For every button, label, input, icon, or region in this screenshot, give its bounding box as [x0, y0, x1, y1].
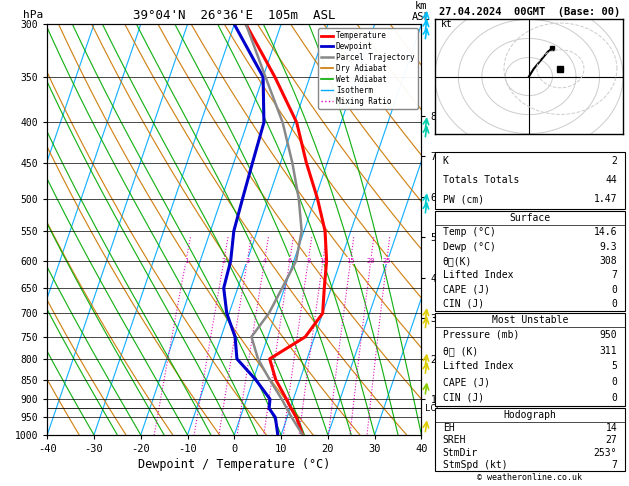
Text: 950: 950 — [599, 330, 617, 340]
Text: 0: 0 — [611, 377, 617, 387]
Text: 15: 15 — [347, 258, 355, 264]
Text: LCL: LCL — [425, 404, 442, 413]
Text: Lifted Index: Lifted Index — [443, 362, 513, 371]
Text: 25: 25 — [382, 258, 391, 264]
Text: 2: 2 — [611, 156, 617, 166]
Text: km
ASL: km ASL — [412, 1, 431, 22]
Text: Pressure (mb): Pressure (mb) — [443, 330, 519, 340]
Text: 27.04.2024  00GMT  (Base: 00): 27.04.2024 00GMT (Base: 00) — [439, 7, 621, 17]
Text: Hodograph: Hodograph — [503, 410, 557, 420]
Text: 6: 6 — [287, 258, 292, 264]
Text: © weatheronline.co.uk: © weatheronline.co.uk — [477, 473, 582, 482]
Text: Lifted Index: Lifted Index — [443, 270, 513, 280]
Text: Temp (°C): Temp (°C) — [443, 227, 496, 237]
Text: K: K — [443, 156, 448, 166]
Text: PW (cm): PW (cm) — [443, 194, 484, 205]
Bar — [435, 152, 625, 209]
Text: 0: 0 — [611, 393, 617, 403]
Text: SREH: SREH — [443, 435, 466, 446]
Text: 311: 311 — [599, 346, 617, 356]
Text: 7: 7 — [611, 270, 617, 280]
Text: 253°: 253° — [594, 448, 617, 458]
Text: Dewp (°C): Dewp (°C) — [443, 242, 496, 252]
Text: 308: 308 — [599, 256, 617, 266]
Text: θᴇ(K): θᴇ(K) — [443, 256, 472, 266]
Text: EH: EH — [443, 423, 455, 433]
Text: 1.47: 1.47 — [594, 194, 617, 205]
Text: 0: 0 — [611, 299, 617, 309]
Text: StmSpd (kt): StmSpd (kt) — [443, 460, 508, 470]
Text: Totals Totals: Totals Totals — [443, 175, 519, 185]
Text: kt: kt — [440, 19, 452, 30]
X-axis label: Dewpoint / Temperature (°C): Dewpoint / Temperature (°C) — [138, 458, 330, 471]
Text: 20: 20 — [367, 258, 375, 264]
Text: 44: 44 — [605, 175, 617, 185]
Text: Most Unstable: Most Unstable — [492, 315, 568, 325]
Bar — [435, 408, 625, 471]
Text: 14.6: 14.6 — [594, 227, 617, 237]
Title: 39°04'N  26°36'E  105m  ASL: 39°04'N 26°36'E 105m ASL — [133, 9, 335, 22]
Text: 4: 4 — [262, 258, 267, 264]
Bar — [435, 211, 625, 311]
Text: CAPE (J): CAPE (J) — [443, 284, 490, 295]
Legend: Temperature, Dewpoint, Parcel Trajectory, Dry Adiabat, Wet Adiabat, Isotherm, Mi: Temperature, Dewpoint, Parcel Trajectory… — [318, 28, 418, 109]
Text: 5: 5 — [611, 362, 617, 371]
Text: CIN (J): CIN (J) — [443, 299, 484, 309]
Text: 8: 8 — [306, 258, 310, 264]
Text: Mixing Ratio (g/kg): Mixing Ratio (g/kg) — [547, 174, 557, 285]
Bar — [435, 313, 625, 406]
Text: 3: 3 — [245, 258, 250, 264]
Text: 1: 1 — [184, 258, 188, 264]
Text: 0: 0 — [611, 284, 617, 295]
Text: CIN (J): CIN (J) — [443, 393, 484, 403]
Text: θᴇ (K): θᴇ (K) — [443, 346, 478, 356]
Text: 2: 2 — [222, 258, 226, 264]
Text: 14: 14 — [605, 423, 617, 433]
Text: 7: 7 — [611, 460, 617, 470]
Text: 9.3: 9.3 — [599, 242, 617, 252]
Text: CAPE (J): CAPE (J) — [443, 377, 490, 387]
Text: StmDir: StmDir — [443, 448, 478, 458]
Text: hPa: hPa — [23, 10, 43, 20]
Text: 10: 10 — [319, 258, 327, 264]
Text: Surface: Surface — [509, 213, 550, 223]
Text: 27: 27 — [605, 435, 617, 446]
